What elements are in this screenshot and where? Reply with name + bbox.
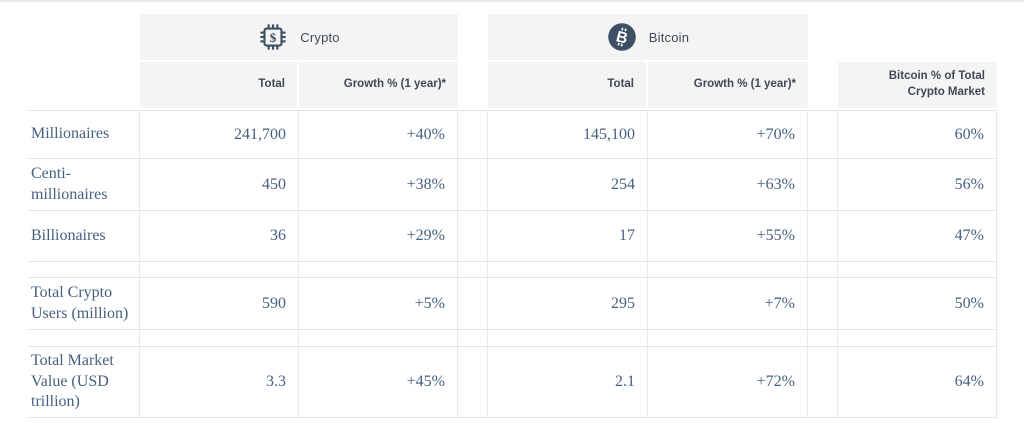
header-gap [458, 62, 488, 108]
crypto-growth-value: +38% [299, 159, 458, 210]
row-label: Billionaires [28, 211, 140, 261]
column-gap [808, 111, 838, 158]
crypto-total-value: 241,700 [140, 111, 299, 158]
bitcoin-coin-icon: B [608, 23, 636, 51]
column-gap [808, 211, 838, 261]
column-gap [808, 278, 838, 329]
crypto-total-value: 3.3 [140, 347, 299, 417]
crypto-chip-icon: $ [260, 24, 286, 50]
bitcoin-group-header: B Bitcoin [488, 14, 808, 60]
column-gap [458, 347, 488, 417]
bitcoin-growth-value: +70% [648, 111, 808, 158]
spacer-row [28, 262, 997, 278]
column-gap [458, 211, 488, 261]
column-gap [808, 347, 838, 417]
crypto-total-value: 590 [140, 278, 299, 329]
top-divider [0, 0, 1024, 2]
spacer-row [28, 330, 997, 347]
table-row: Centi-millionaires 450 +38% 254 +63% 56% [28, 159, 997, 211]
crypto-growth-value: +29% [299, 211, 458, 261]
crypto-total-value: 450 [140, 159, 299, 210]
bitcoin-total-header: Total [488, 62, 648, 108]
bitcoin-growth-value: +63% [648, 159, 808, 210]
crypto-growth-value: +45% [299, 347, 458, 417]
bitcoin-growth-value: +72% [648, 347, 808, 417]
svg-text:$: $ [270, 30, 277, 45]
bitcoin-total-value: 254 [488, 159, 648, 210]
row-label-header [28, 62, 140, 108]
row-label: Total Crypto Users (million) [28, 278, 140, 329]
crypto-total-value: 36 [140, 211, 299, 261]
bitcoin-share-value: 60% [838, 111, 997, 158]
bitcoin-growth-value: +55% [648, 211, 808, 261]
bitcoin-group-label: Bitcoin [648, 29, 690, 45]
bitcoin-share-value: 50% [838, 278, 997, 329]
column-gap [808, 159, 838, 210]
crypto-total-header: Total [140, 62, 299, 108]
bitcoin-total-value: 17 [488, 211, 648, 261]
column-gap [458, 111, 488, 158]
table-row: Millionaires 241,700 +40% 145,100 +70% 6… [28, 110, 997, 159]
group-header-row: $ Crypto B Bitcoin [140, 14, 997, 60]
svg-text:B: B [614, 28, 629, 47]
crypto-growth-header: Growth % (1 year)* [299, 62, 458, 108]
header-gap [808, 62, 838, 108]
crypto-growth-value: +40% [299, 111, 458, 158]
bitcoin-share-value: 64% [838, 347, 997, 417]
row-label: Centi-millionaires [28, 159, 140, 210]
bitcoin-share-value: 47% [838, 211, 997, 261]
column-header-row: Total Growth % (1 year)* Total Growth % … [28, 62, 997, 108]
row-label: Total Market Value (USD trillion) [28, 347, 140, 417]
crypto-group-header: $ Crypto [140, 14, 458, 60]
table-row: Total Market Value (USD trillion) 3.3 +4… [28, 347, 997, 418]
table-row: Billionaires 36 +29% 17 +55% 47% [28, 211, 997, 262]
crypto-growth-value: +5% [299, 278, 458, 329]
bitcoin-share-value: 56% [838, 159, 997, 210]
bitcoin-total-value: 2.1 [488, 347, 648, 417]
bitcoin-growth-header: Growth % (1 year)* [648, 62, 808, 108]
comparison-table: $ Crypto B Bitcoin Total [28, 14, 997, 418]
bitcoin-total-value: 295 [488, 278, 648, 329]
column-gap [458, 278, 488, 329]
bitcoin-share-header: Bitcoin % of Total Crypto Market [838, 62, 997, 108]
crypto-group-label: Crypto [300, 29, 340, 45]
row-label: Millionaires [28, 111, 140, 158]
column-gap [458, 159, 488, 210]
table-row: Total Crypto Users (million) 590 +5% 295… [28, 278, 997, 330]
bitcoin-growth-value: +7% [648, 278, 808, 329]
bitcoin-total-value: 145,100 [488, 111, 648, 158]
